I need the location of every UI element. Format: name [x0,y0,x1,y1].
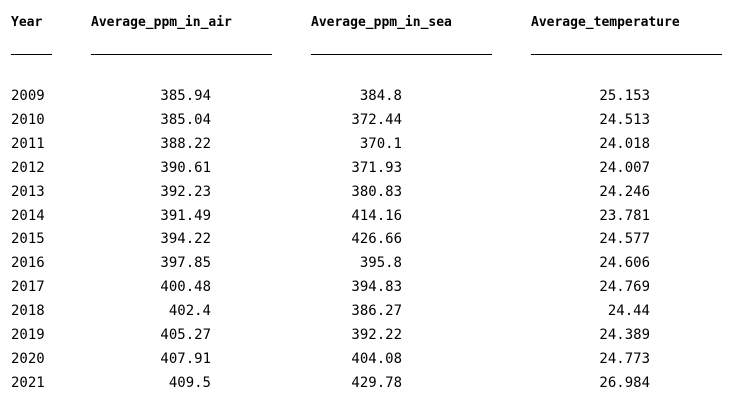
cell-average-temperature: 24.007 [599,160,650,176]
cell-year: 2011 [11,136,45,152]
cell-average-ppm-in-air: 407.91 [160,351,211,367]
header-underline-year [11,54,52,55]
cell-year: 2016 [11,255,45,271]
cell-year: 2015 [11,231,45,247]
cell-average-ppm-in-sea: 394.83 [351,279,402,295]
cell-average-temperature: 25.153 [599,88,650,104]
header-year: Year [11,15,43,30]
header-average-ppm-in-air: Average_ppm_in_air [91,15,232,30]
cell-average-ppm-in-sea: 392.22 [351,327,402,343]
cell-year: 2018 [11,303,45,319]
header-underline-air [91,54,272,55]
cell-average-temperature: 24.44 [607,303,650,319]
cell-average-temperature: 24.773 [599,351,650,367]
cell-year: 2014 [11,208,45,224]
cell-year: 2021 [11,375,45,391]
cell-average-ppm-in-sea: 404.08 [351,351,402,367]
cell-average-ppm-in-air: 385.94 [160,88,211,104]
cell-average-ppm-in-sea: 426.66 [351,231,402,247]
cell-average-ppm-in-air: 390.61 [160,160,211,176]
cell-average-ppm-in-air: 391.49 [160,208,211,224]
cell-average-ppm-in-air: 409.5 [168,375,211,391]
cell-average-ppm-in-sea: 414.16 [351,208,402,224]
cell-year: 2020 [11,351,45,367]
cell-average-temperature: 24.577 [599,231,650,247]
header-underline-sea [311,54,492,55]
cell-average-ppm-in-air: 385.04 [160,112,211,128]
cell-average-temperature: 24.606 [599,255,650,271]
cell-year: 2013 [11,184,45,200]
cell-average-ppm-in-sea: 386.27 [351,303,402,319]
cell-average-ppm-in-air: 394.22 [160,231,211,247]
cell-average-ppm-in-air: 402.4 [168,303,211,319]
cell-average-ppm-in-sea: 371.93 [351,160,402,176]
cell-year: 2010 [11,112,45,128]
cell-average-ppm-in-sea: 395.8 [359,255,402,271]
cell-year: 2012 [11,160,45,176]
cell-average-temperature: 23.781 [599,208,650,224]
cell-average-ppm-in-air: 400.48 [160,279,211,295]
cell-average-ppm-in-sea: 384.8 [359,88,402,104]
cell-year: 2009 [11,88,45,104]
cell-average-ppm-in-air: 405.27 [160,327,211,343]
cell-average-ppm-in-air: 392.23 [160,184,211,200]
cell-average-ppm-in-sea: 429.78 [351,375,402,391]
header-underline-temperature [531,54,722,55]
cell-average-temperature: 24.389 [599,327,650,343]
cell-average-temperature: 24.769 [599,279,650,295]
cell-year: 2019 [11,327,45,343]
cell-average-temperature: 24.513 [599,112,650,128]
header-average-ppm-in-sea: Average_ppm_in_sea [311,15,452,30]
cell-average-ppm-in-sea: 370.1 [359,136,402,152]
cell-average-temperature: 26.984 [599,375,650,391]
cell-average-ppm-in-air: 397.85 [160,255,211,271]
cell-average-ppm-in-sea: 380.83 [351,184,402,200]
cell-year: 2017 [11,279,45,295]
cell-average-temperature: 24.246 [599,184,650,200]
cell-average-ppm-in-sea: 372.44 [351,112,402,128]
cell-average-temperature: 24.018 [599,136,650,152]
header-average-temperature: Average_temperature [531,15,680,30]
cell-average-ppm-in-air: 388.22 [160,136,211,152]
